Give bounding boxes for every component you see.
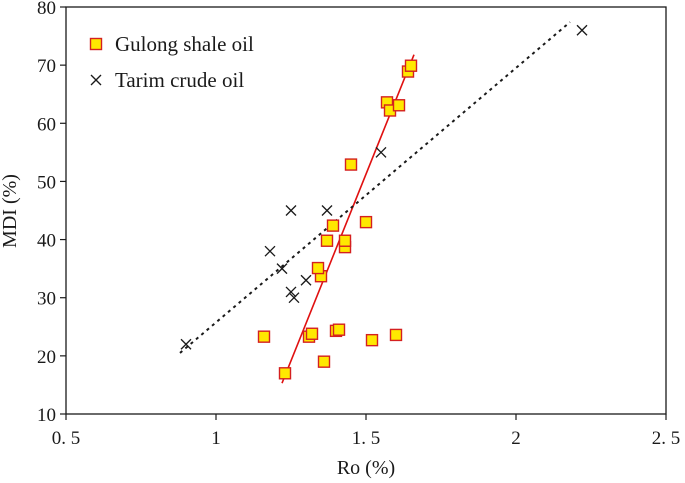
y-tick-label: 20	[37, 347, 56, 368]
legend-tarim-marker-stroke	[90, 74, 102, 86]
gulong-point	[317, 355, 331, 368]
tarim-point-stroke	[276, 263, 288, 275]
x-tick-label: 2. 5	[652, 428, 681, 449]
legend-label: Tarim crude oil	[115, 68, 244, 92]
legend-gulong-marker	[89, 37, 103, 51]
legend-label: Gulong shale oil	[115, 32, 254, 56]
gulong-point	[305, 327, 319, 340]
gulong-point	[311, 261, 325, 275]
legend: Gulong shale oil Tarim crude oil	[89, 32, 254, 92]
y-tick-label: 10	[37, 405, 56, 426]
tarim-point-stroke	[180, 338, 192, 350]
gulong-point	[326, 219, 340, 232]
x-axis-label: Ro (%)	[337, 457, 395, 479]
y-tick-label: 70	[37, 56, 56, 77]
gulong-point	[338, 234, 352, 247]
tarim-point	[288, 292, 300, 304]
y-tick-label: 40	[37, 231, 56, 252]
tarim-trend-line	[179, 21, 571, 354]
gulong-point	[332, 323, 346, 336]
x-tick-label: 2	[511, 428, 521, 449]
x-tick-label: 1. 5	[352, 428, 381, 449]
tarim-point	[285, 286, 297, 298]
tarim-point-stroke	[576, 24, 588, 36]
tarim-point	[321, 205, 333, 216]
y-tick-label: 30	[37, 289, 56, 310]
gulong-point	[257, 330, 271, 343]
tarim-point	[264, 245, 276, 257]
tarim-point	[276, 263, 288, 275]
y-tick-label: 80	[37, 0, 56, 19]
gulong-point	[404, 59, 418, 72]
gulong-point	[365, 333, 379, 347]
gulong-point	[278, 367, 292, 380]
tarim-point	[576, 24, 588, 36]
y-tick-label: 60	[37, 114, 56, 135]
y-axis-label: MDI (%)	[0, 174, 21, 248]
gulong-point	[392, 99, 406, 112]
axis-ticks: 0. 5 1 1. 5 2 2. 5 10 20 30 40 50 60 70 80	[37, 0, 680, 449]
tarim-point	[285, 205, 297, 216]
y-tick-label: 50	[37, 172, 56, 193]
x-tick-label: 0. 5	[52, 428, 81, 449]
tarim-point-stroke	[285, 286, 297, 298]
gulong-point	[344, 158, 358, 171]
tarim-point-stroke	[285, 205, 297, 216]
legend-tarim-marker	[90, 74, 102, 86]
tarim-point-stroke	[288, 292, 300, 304]
gulong-point	[389, 328, 403, 342]
tarim-point-stroke	[264, 245, 276, 257]
tarim-point	[180, 338, 192, 350]
data-points	[180, 24, 588, 380]
gulong-point	[320, 234, 334, 247]
x-tick-label: 1	[211, 428, 221, 449]
tarim-point	[300, 274, 312, 286]
gulong-point	[359, 215, 373, 229]
tarim-point-stroke	[375, 146, 387, 158]
tarim-point-stroke	[300, 274, 312, 286]
tarim-point-stroke	[321, 205, 333, 216]
tarim-point	[375, 146, 387, 158]
